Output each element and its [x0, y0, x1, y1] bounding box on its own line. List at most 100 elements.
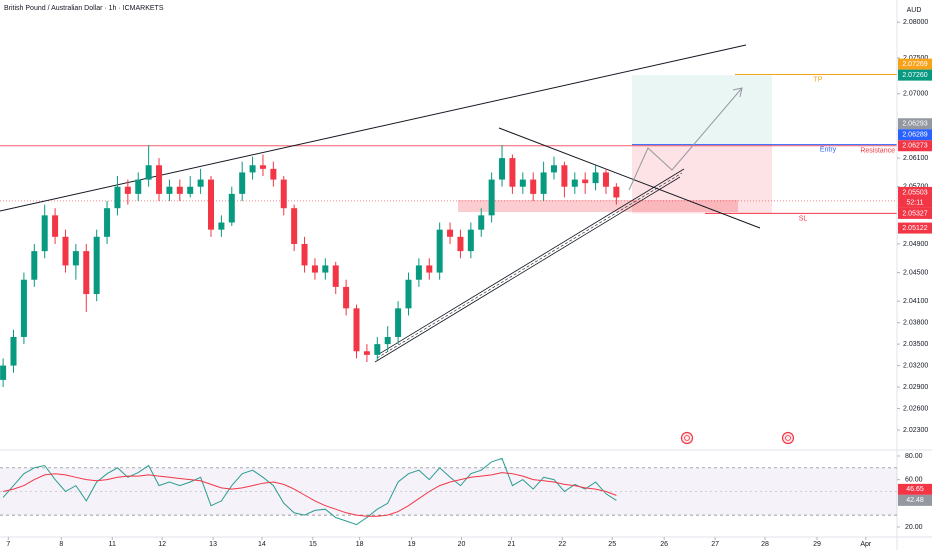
trendline — [0, 44, 747, 212]
level-tag: Entry — [820, 146, 837, 153]
candle-body — [239, 172, 246, 194]
candle-body — [467, 229, 474, 252]
candle-body — [447, 229, 454, 237]
rsi-ma-line — [2, 472, 617, 517]
candle-body — [145, 165, 152, 180]
x-tick-label: 8 — [59, 541, 63, 548]
event-icon[interactable] — [781, 431, 795, 445]
candle-body — [270, 168, 277, 180]
candle-body — [114, 186, 121, 209]
currency-label: AUD — [907, 7, 922, 14]
y-tick-label: 2.03800 — [903, 319, 928, 326]
candle-body — [509, 158, 516, 187]
candle-body — [395, 308, 402, 337]
candle-body — [156, 165, 163, 194]
price-label: 2.07269 — [902, 61, 927, 68]
channel-midline — [376, 172, 683, 359]
candle-body — [499, 158, 506, 180]
x-tick-label: 7 — [6, 541, 10, 548]
support-zone — [458, 200, 738, 212]
candle-body — [187, 186, 194, 194]
price-label: 2.06293 — [902, 121, 927, 128]
countdown: 52:11 — [907, 199, 924, 206]
candle-body — [540, 172, 547, 194]
candle-body — [311, 265, 318, 273]
x-tick-label: 27 — [711, 541, 719, 548]
x-tick-label: 12 — [158, 541, 166, 548]
y-tick-label: 2.02300 — [903, 427, 928, 434]
candle-body — [405, 279, 412, 309]
x-tick-label: 11 — [109, 541, 116, 548]
rsi-line — [2, 457, 617, 526]
candle-body — [550, 165, 557, 173]
candle-body — [104, 208, 111, 237]
y-tick-label: 2.03200 — [903, 362, 928, 369]
price-label: 2.05122 — [902, 225, 927, 232]
candle-body — [332, 265, 339, 287]
candle-body — [613, 186, 620, 198]
x-tick-label: 20 — [458, 541, 466, 548]
candle-body — [519, 179, 526, 187]
candle-body — [322, 265, 329, 273]
candle-body — [426, 265, 433, 273]
candle-body — [62, 236, 69, 266]
level-tag: TP — [814, 76, 823, 83]
risk-box — [632, 144, 772, 214]
level-tag: SL — [799, 215, 808, 222]
candle-body — [457, 236, 464, 252]
candle-body — [72, 251, 79, 266]
projection-arrow — [628, 87, 743, 191]
candle-body — [488, 179, 495, 216]
rsi-band — [0, 467, 897, 516]
candle-body — [291, 208, 298, 244]
candle-body — [415, 265, 422, 280]
x-tick-label: 28 — [761, 541, 769, 548]
price-label: 2.06273 — [902, 143, 927, 150]
y-tick-label: 2.03500 — [903, 341, 928, 348]
x-tick-label: 25 — [608, 541, 616, 548]
candle-body — [93, 236, 100, 295]
candle-body — [207, 179, 214, 230]
x-tick-label: 13 — [209, 541, 217, 548]
x-tick-label: 15 — [309, 541, 317, 548]
price-label-bg — [898, 58, 932, 70]
candle-body — [135, 179, 142, 194]
candle-body — [197, 179, 204, 187]
candle-body — [10, 336, 17, 366]
candle-body — [353, 308, 360, 352]
candle-body — [259, 165, 266, 169]
candle-body — [301, 243, 308, 266]
candle-body — [374, 344, 381, 355]
y-tick-label: 2.04500 — [903, 269, 928, 276]
candle-body — [249, 165, 256, 173]
price-label-bg — [898, 186, 932, 208]
candle-body — [124, 186, 131, 194]
event-icon[interactable] — [680, 431, 694, 445]
rsi-label: 42.48 — [906, 497, 924, 504]
channel-line — [378, 168, 685, 355]
candle-body — [384, 336, 391, 345]
rsi-ma-label: 46.65 — [906, 486, 924, 493]
candle-body — [166, 186, 173, 194]
reward-box — [632, 75, 772, 145]
x-tick-label: Apr — [860, 541, 872, 548]
candle-body — [0, 365, 7, 380]
y-tick-label: 2.06100 — [903, 155, 928, 162]
candle-body — [343, 286, 350, 309]
x-tick-label: 22 — [558, 541, 566, 548]
x-tick-label: 26 — [660, 541, 668, 548]
candle-body — [561, 165, 568, 187]
price-label-bg — [898, 69, 932, 81]
rsi-tick-label: 80.00 — [905, 453, 923, 460]
price-label-bg — [898, 207, 932, 219]
x-tick-label: 19 — [408, 541, 416, 548]
arrow-head — [732, 87, 743, 98]
candle-body — [218, 222, 225, 230]
candle-body — [280, 179, 287, 209]
candle-body — [582, 179, 589, 184]
candle-body — [20, 279, 27, 337]
channel-line — [374, 176, 681, 363]
price-label: 2.07260 — [902, 72, 927, 79]
